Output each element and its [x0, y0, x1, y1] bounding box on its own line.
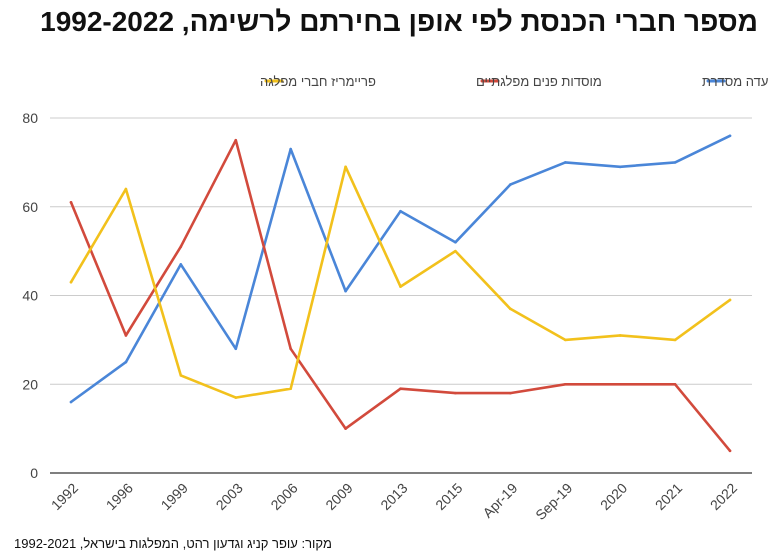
legend-label: מנהיג המפלגה / ועדה מסדרת	[702, 74, 768, 89]
data-point	[69, 400, 73, 404]
data-point	[454, 391, 457, 395]
x-tick-label: 2003	[213, 480, 246, 513]
y-tick-label: 60	[22, 199, 38, 215]
legend: מנהיג המפלגה / ועדה מסדרת מוסדות פנים מפל…	[260, 74, 768, 89]
x-tick-label: 1999	[158, 480, 191, 513]
data-point	[399, 209, 402, 213]
data-point	[673, 338, 677, 342]
x-tick-label: 2013	[377, 480, 410, 513]
x-tick-label: 2022	[707, 480, 740, 513]
data-point	[399, 285, 402, 288]
data-point	[289, 347, 292, 351]
data-point	[454, 240, 457, 244]
y-tick-label: 80	[22, 110, 38, 126]
y-tick-label: 40	[22, 288, 38, 304]
data-point	[563, 161, 567, 164]
x-tick-label: 2009	[322, 480, 355, 513]
x-tick-label: 2006	[267, 480, 300, 513]
data-point	[234, 347, 238, 351]
data-point	[509, 183, 512, 186]
series-lines	[69, 134, 732, 453]
data-point	[69, 280, 73, 284]
legend-label: פריימריז חברי מפלגה	[260, 74, 376, 89]
x-axis-ticks: 1992 1996 1999 2003 2006 2009 2013 2015 Apr-19 Se…	[48, 480, 740, 523]
x-tick-label: 1996	[103, 480, 136, 513]
data-point	[124, 187, 128, 191]
gridlines	[50, 117, 752, 474]
data-point	[673, 382, 677, 386]
x-tick-label: 2020	[597, 480, 630, 513]
data-point	[454, 249, 457, 253]
data-point	[563, 382, 567, 386]
y-axis-ticks: 0 20 40 60 80	[22, 110, 38, 481]
data-point	[289, 387, 292, 390]
legend-label: מוסדות פנים מפלגתיים	[476, 74, 602, 89]
data-point	[728, 298, 732, 302]
series-line-1	[69, 134, 732, 404]
y-tick-label: 0	[30, 465, 38, 481]
data-point	[179, 263, 183, 266]
data-point	[618, 382, 622, 386]
data-point	[399, 387, 402, 390]
data-point	[728, 134, 732, 138]
data-point	[344, 165, 347, 169]
y-tick-label: 20	[22, 376, 38, 392]
data-point	[509, 307, 512, 311]
x-tick-label: 1992	[48, 480, 81, 513]
data-point	[124, 334, 128, 337]
data-point	[179, 245, 183, 248]
chart-title: מספר חברי הכנסת לפי אופן בחירתם לרשימה, …	[40, 6, 758, 37]
data-point	[728, 449, 732, 453]
source-note: מקור: עופר קניג וגדעון רהט, המפלגות בישר…	[14, 536, 332, 551]
data-point	[344, 427, 347, 430]
data-point	[234, 138, 238, 142]
data-point	[618, 334, 622, 337]
data-point	[179, 374, 183, 377]
x-tick-label: 2015	[432, 480, 465, 513]
data-point	[673, 161, 677, 164]
data-point	[124, 360, 128, 364]
data-point	[563, 338, 567, 342]
data-point	[509, 391, 512, 395]
data-point	[618, 165, 622, 169]
x-tick-label: 2021	[652, 480, 685, 513]
data-point	[344, 289, 347, 293]
x-tick-label: Sep-19	[532, 480, 575, 523]
x-tick-label: Apr-19	[479, 480, 520, 521]
data-point	[234, 396, 238, 399]
data-point	[69, 201, 73, 204]
data-point	[289, 147, 292, 151]
